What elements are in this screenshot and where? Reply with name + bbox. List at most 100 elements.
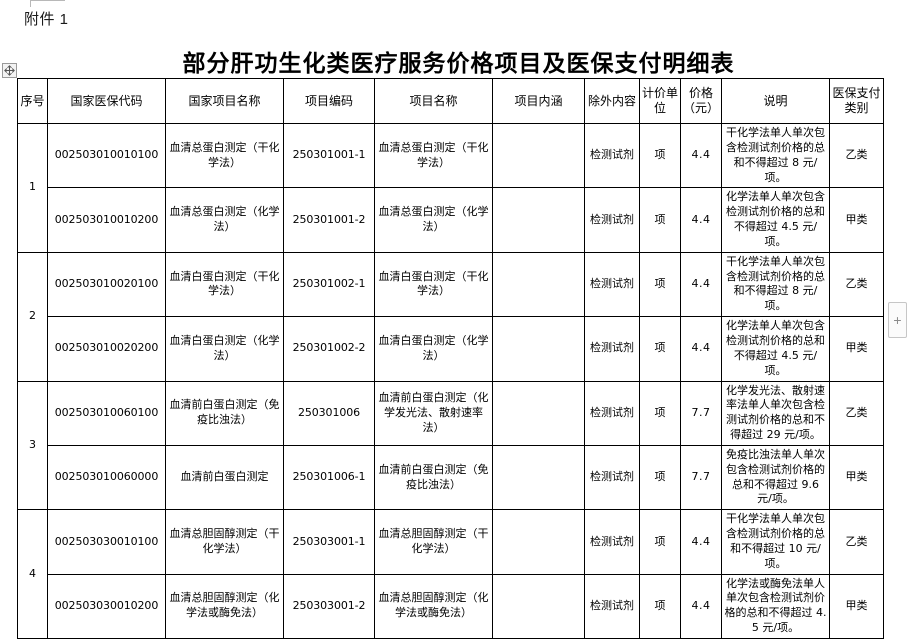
cell-national-code: 002503030010200 [47, 573, 166, 639]
cell-price-unit: 项 [639, 509, 681, 575]
cell-price-unit: 项 [639, 251, 681, 318]
cell-national-name: 血清总蛋白测定（化学法） [165, 187, 284, 253]
cell-note: 干化学法单人单次包含检测试剂价格的总和不得超过 8 元/项。 [721, 251, 830, 318]
cell-national-name: 血清总胆固醇测定（化学法或酶免法） [165, 573, 284, 639]
move-cross-icon [4, 65, 15, 76]
cell-exclude-content: 检测试剂 [584, 187, 640, 253]
cell-item-content [492, 316, 585, 382]
cell-item-content [492, 573, 585, 639]
cell-category: 甲类 [829, 573, 884, 639]
column-header-item-content: 项目内涵 [492, 78, 585, 124]
cell-item-content [492, 251, 585, 318]
cell-national-code: 002503010020100 [47, 251, 166, 318]
cell-note: 化学法或酶免法单人单次包含检测试剂价格的总和不得超过 4.5 元/项。 [721, 573, 830, 639]
cell-exclude-content: 检测试剂 [584, 573, 640, 639]
cell-item-name: 血清总蛋白测定（化学法） [374, 187, 493, 253]
cell-price: 7.7 [680, 444, 722, 511]
table-row: 3 002503010060100 血清前白蛋白测定（免疫比浊法） 250301006… [17, 380, 884, 511]
cell-category: 乙类 [829, 380, 884, 446]
cell-national-code: 002503010010200 [47, 187, 166, 253]
cell-category: 乙类 [829, 251, 884, 318]
cell-note: 干化学法单人单次包含检测试剂价格的总和不得超过 10 元/项。 [721, 509, 830, 575]
cell-price: 4.4 [680, 122, 722, 189]
cell-item-code: 250303001-2 [283, 573, 375, 639]
cell-national-name: 血清白蛋白测定（化学法） [165, 316, 284, 382]
cell-price-unit: 项 [639, 122, 681, 189]
table-header: 序号 国家医保代码 国家项目名称 项目编码 项目名称 项目内涵 除外内容 计价单… [17, 78, 884, 124]
table-row: 002503010020200 血清白蛋白测定（化学法） 250301002-2 血清… [18, 316, 884, 382]
cell-item-name: 血清前白蛋白测定（化学发光法、散射速率法） [374, 380, 493, 446]
column-header-item-code: 项目编码 [283, 78, 375, 124]
cell-sequence-number: 3 [17, 380, 48, 511]
cell-national-code: 002503010060000 [47, 444, 166, 511]
cell-item-name: 血清白蛋白测定（干化学法） [374, 251, 493, 318]
cell-category: 甲类 [829, 444, 884, 511]
cell-national-code: 002503030010100 [47, 509, 166, 575]
cell-price: 4.4 [680, 509, 722, 575]
column-header-price: 价格（元） [680, 78, 722, 124]
cell-price: 4.4 [680, 251, 722, 318]
cell-price-unit: 项 [639, 316, 681, 382]
table-row: 2 002503010020100 血清白蛋白测定（干化学法） 250301002-1… [17, 251, 884, 382]
column-header-note: 说明 [721, 78, 830, 124]
cell-national-name: 血清总蛋白测定（干化学法） [165, 122, 284, 189]
cell-exclude-content: 检测试剂 [584, 316, 640, 382]
column-header-seq: 序号 [17, 78, 48, 124]
cell-item-name: 血清前白蛋白测定（免疫比浊法） [374, 444, 493, 511]
cell-national-name: 血清白蛋白测定（干化学法） [165, 251, 284, 318]
cell-national-code: 002503010010100 [47, 122, 166, 189]
cell-item-code: 250301001-2 [283, 187, 375, 253]
cell-national-name: 血清总胆固醇测定（干化学法） [165, 509, 284, 575]
column-header-national-name: 国家项目名称 [165, 78, 284, 124]
cell-item-content [492, 380, 585, 446]
cell-item-code: 250301002-2 [283, 316, 375, 382]
cell-price-unit: 项 [639, 573, 681, 639]
cell-item-code: 250301006-1 [283, 444, 375, 511]
table-body: 1 002503010010100 血清总蛋白测定（干化学法） 250301001-1… [17, 122, 884, 639]
cell-note: 化学法单人单次包含检测试剂价格的总和不得超过 4.5 元/项。 [721, 316, 830, 382]
column-header-price-unit: 计价单位 [639, 78, 681, 124]
cell-category: 甲类 [829, 316, 884, 382]
cell-category: 乙类 [829, 122, 884, 189]
page-title: 部分肝功生化类医疗服务价格项目及医保支付明细表 [182, 51, 735, 77]
cell-note: 化学法单人单次包含检测试剂价格的总和不得超过 4.5 元/项。 [721, 187, 830, 253]
column-header-national-code: 国家医保代码 [47, 78, 166, 124]
table-row: 002503010010200 血清总蛋白测定（化学法） 250301001-2 血清… [18, 187, 884, 253]
cell-item-code: 250301006 [283, 380, 375, 446]
cell-category: 甲类 [829, 187, 884, 253]
table-row: 4 002503030010100 血清总胆固醇测定（干化学法） 250303001-… [17, 509, 884, 639]
price-table: 序号 国家医保代码 国家项目名称 项目编码 项目名称 项目内涵 除外内容 计价单… [17, 78, 884, 639]
column-header-category: 医保支付类别 [829, 78, 884, 124]
cell-price: 4.4 [680, 316, 722, 382]
cell-national-name: 血清前白蛋白测定（免疫比浊法） [165, 380, 284, 446]
cell-item-content [492, 444, 585, 511]
cell-national-code: 002503010020200 [47, 316, 166, 382]
attachment-label: 附件 1 [24, 11, 69, 28]
cell-price-unit: 项 [639, 444, 681, 511]
table-move-handle[interactable] [2, 63, 17, 78]
cell-item-code: 250301002-1 [283, 251, 375, 318]
cell-price: 4.4 [680, 573, 722, 639]
cell-category: 乙类 [829, 509, 884, 575]
cell-sequence-number: 1 [17, 123, 48, 253]
cell-exclude-content: 检测试剂 [584, 444, 640, 511]
cell-exclude-content: 检测试剂 [584, 122, 640, 189]
cell-item-name: 血清总胆固醇测定（干化学法） [374, 509, 493, 575]
cell-exclude-content: 检测试剂 [584, 509, 640, 575]
cell-sequence-number: 2 [17, 251, 48, 382]
cell-item-code: 250303001-1 [283, 509, 375, 575]
insert-column-button[interactable]: + [888, 302, 907, 338]
price-table-container: 序号 国家医保代码 国家项目名称 项目编码 项目名称 项目内涵 除外内容 计价单… [17, 78, 884, 639]
column-header-item-name: 项目名称 [374, 78, 493, 124]
cell-note: 免疫比浊法单人单次包含检测试剂价格的总和不得超过 9.6 元/项。 [721, 444, 830, 511]
cell-item-content [492, 187, 585, 253]
cell-price: 4.4 [680, 187, 722, 253]
cell-item-code: 250301001-1 [283, 122, 375, 189]
cell-national-code: 002503010060100 [47, 380, 166, 446]
cell-exclude-content: 检测试剂 [584, 251, 640, 318]
table-row: 002503010060000 血清前白蛋白测定 250301006-1 血清前白蛋白… [18, 444, 884, 511]
table-row: 1 002503010010100 血清总蛋白测定（干化学法） 250301001-1… [17, 122, 884, 253]
column-header-exclude: 除外内容 [584, 78, 640, 124]
table-header-row: 序号 国家医保代码 国家项目名称 项目编码 项目名称 项目内涵 除外内容 计价单… [17, 78, 884, 124]
cell-national-name: 血清前白蛋白测定 [165, 444, 284, 511]
